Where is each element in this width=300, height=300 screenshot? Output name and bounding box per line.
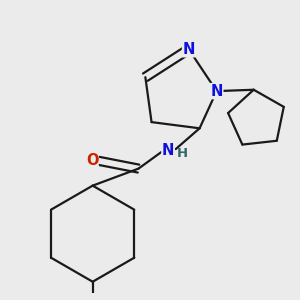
Text: O: O	[86, 153, 98, 168]
Text: N: N	[210, 84, 223, 99]
Text: H: H	[176, 147, 188, 160]
Text: N: N	[162, 143, 174, 158]
Text: N: N	[183, 42, 195, 57]
